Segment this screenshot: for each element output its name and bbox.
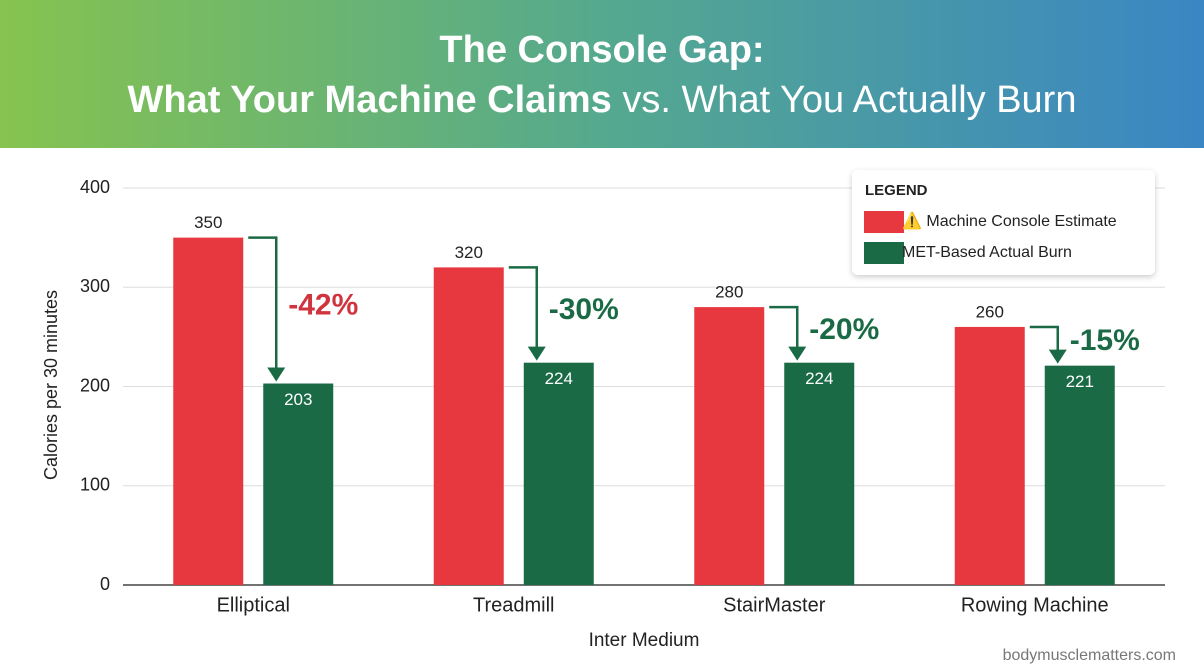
arrow-head — [788, 346, 807, 361]
x-axis-label: Inter Medium — [589, 630, 700, 651]
value-label: 221 — [1066, 372, 1094, 391]
bar — [694, 307, 765, 585]
bar — [954, 326, 1025, 585]
arrow — [508, 266, 538, 349]
legend-label: ⚠️ Machine Console Estimate — [902, 211, 1117, 230]
arrow-head — [527, 346, 546, 361]
y-tick-label: 200 — [80, 375, 110, 395]
percent-annotation: -15% — [1070, 324, 1140, 357]
x-tick-label: StairMaster — [723, 594, 826, 616]
percent-annotation: -42% — [288, 288, 358, 321]
bar — [523, 362, 594, 585]
y-tick-label: 100 — [80, 475, 110, 495]
legend-swatch — [864, 211, 904, 233]
value-label: 320 — [455, 243, 483, 262]
bar — [1044, 365, 1115, 585]
bar — [173, 237, 244, 585]
value-label: 260 — [976, 302, 1004, 321]
percent-annotation: -20% — [809, 313, 879, 346]
legend-label: MET-Based Actual Burn — [902, 244, 1072, 261]
source: bodymusclematters.com — [1003, 647, 1176, 664]
chart-title: The Console Gap: — [439, 29, 764, 71]
legend-swatch — [864, 242, 904, 264]
percent-annotation: -30% — [549, 293, 619, 326]
y-tick-label: 300 — [80, 276, 110, 296]
arrow — [1029, 325, 1059, 352]
header-band — [0, 0, 1204, 148]
arrow-head — [1048, 349, 1067, 364]
value-label: 350 — [194, 213, 222, 232]
legend-title: LEGEND — [865, 182, 928, 199]
arrow — [769, 305, 799, 349]
y-tick-label: 0 — [100, 574, 110, 594]
title-part: What Your Machine Claims — [128, 79, 612, 121]
arrow — [248, 236, 278, 370]
value-label: 280 — [715, 283, 743, 302]
value-label: 224 — [805, 369, 833, 388]
title-part: vs. What You Actually Burn — [622, 79, 1076, 121]
bar — [784, 362, 855, 585]
arrow-head — [267, 367, 286, 382]
value-label: 203 — [284, 390, 312, 409]
x-tick-label: Rowing Machine — [961, 594, 1109, 616]
value-label: 224 — [545, 369, 573, 388]
bar — [433, 267, 504, 585]
y-tick-label: 400 — [80, 177, 110, 197]
bar — [263, 383, 334, 585]
x-tick-label: Elliptical — [217, 594, 290, 616]
x-tick-label: Treadmill — [473, 594, 555, 616]
y-axis-label: Calories per 30 minutes — [41, 290, 61, 480]
legend-box — [852, 170, 1155, 275]
chart-title: What Your Machine Claims vs. What You Ac… — [128, 79, 1077, 121]
